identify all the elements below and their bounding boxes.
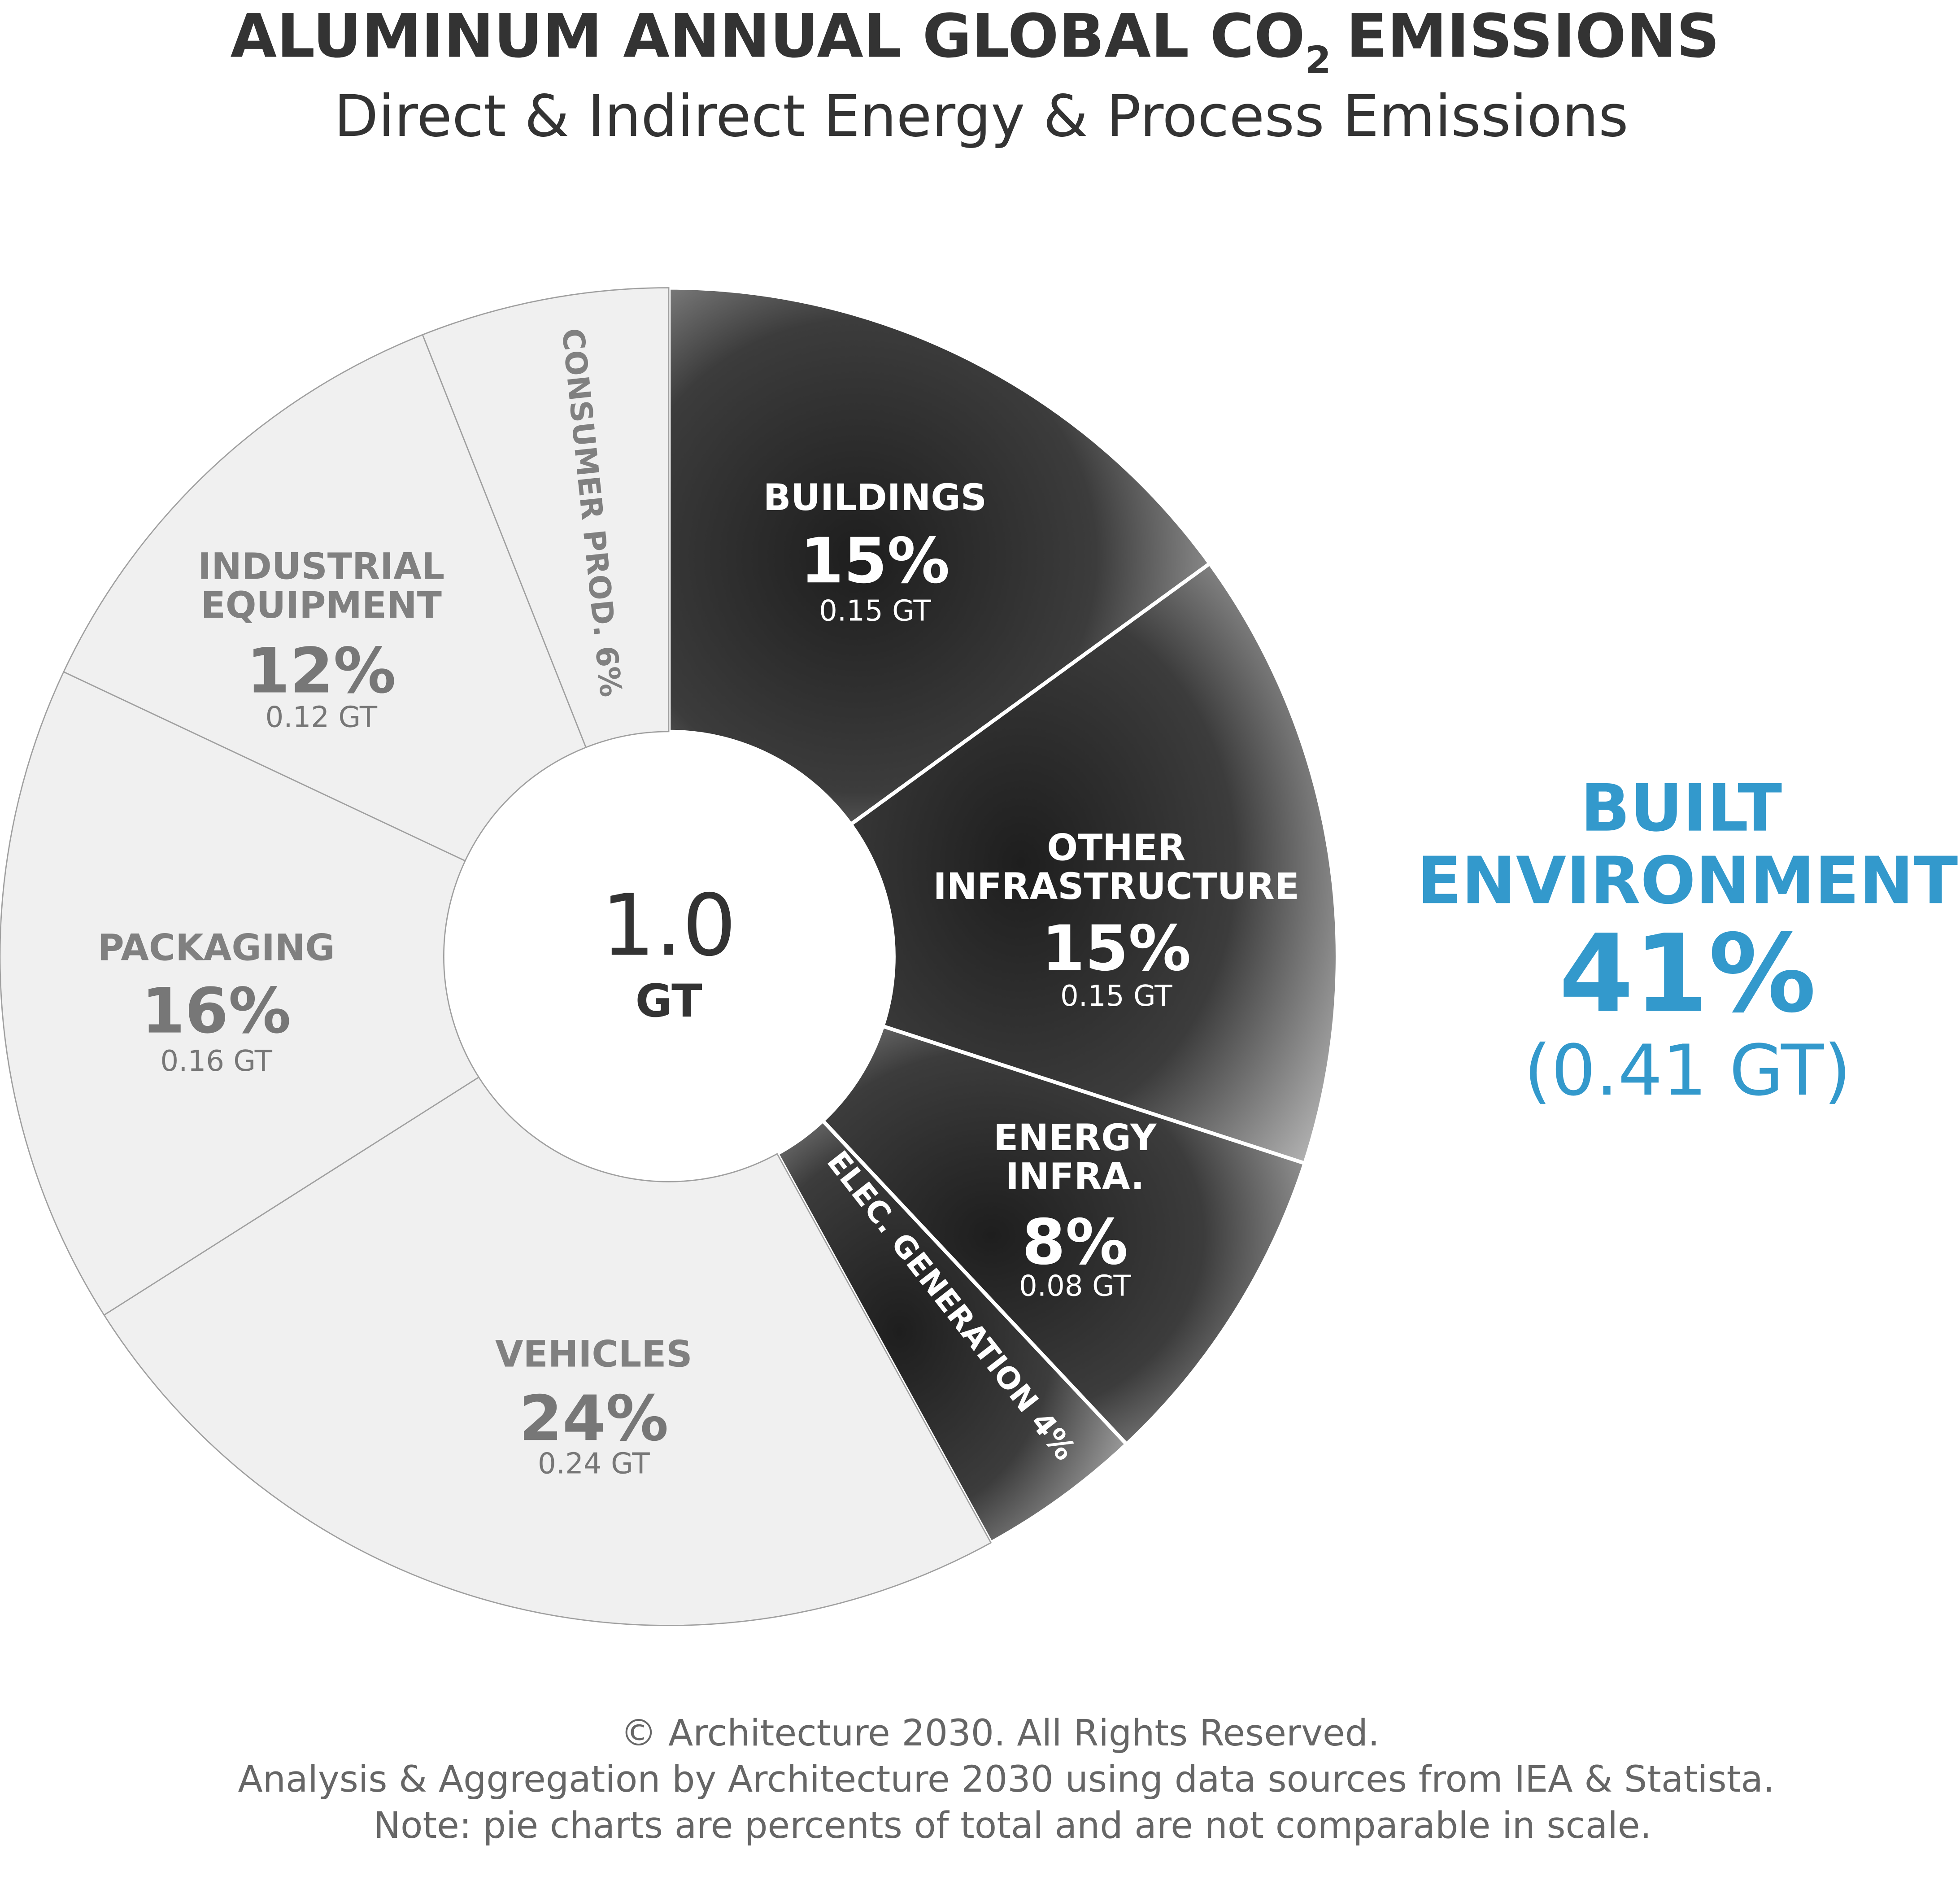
title-subscript: 2 [1305, 38, 1331, 82]
category-label: VEHICLES [495, 1333, 693, 1375]
donut-segment [775, 1118, 1129, 1545]
donut-segment [63, 334, 587, 862]
donut-segment [820, 1024, 1307, 1447]
chart-title: ALUMINUM ANNUAL GLOBAL CO2 EMISSIONS [231, 1, 1720, 82]
category-label: INFRASTRUCTURE [933, 866, 1299, 908]
value-label: 16% [141, 975, 291, 1047]
annotation-amount: (0.41 GT) [1524, 1030, 1851, 1111]
center-unit: GT [636, 975, 702, 1027]
donut-segment [666, 286, 1213, 827]
gt-label: 0.15 GT [819, 595, 931, 628]
category-label: ENERGY [993, 1117, 1157, 1159]
value-label: 15% [800, 524, 950, 597]
annotation: BUILT ENVIRONMENT 41% (0.41 GT) [1417, 771, 1958, 1112]
category-label: INDUSTRIAL [198, 546, 444, 588]
category-label: OTHER [1047, 827, 1185, 869]
value-label: 24% [519, 1382, 669, 1455]
center-label: 1.0 [601, 876, 736, 975]
title-end: EMISSIONS [1346, 1, 1720, 71]
donut-segment [422, 287, 670, 748]
category-label: EQUIPMENT [201, 585, 442, 627]
gt-label: 0.08 GT [1019, 1270, 1131, 1303]
donut-segment [848, 561, 1340, 1166]
donut-segment [103, 1076, 992, 1626]
footer-line: Note: pie charts are percents of total a… [374, 1805, 1652, 1847]
value-label: 6% [588, 644, 628, 698]
footer-line: © Architecture 2030. All Rights Reserved… [620, 1712, 1379, 1754]
value-label: 15% [1041, 912, 1191, 985]
annotation-line: BUILT [1581, 771, 1782, 846]
annotation-line: ENVIRONMENT [1417, 843, 1958, 919]
footer-line: Analysis & Aggregation by Architecture 2… [238, 1758, 1774, 1801]
category-label: INFRA. [1006, 1156, 1145, 1198]
category-label: BUILDINGS [763, 477, 987, 519]
gt-label: 0.16 GT [160, 1045, 272, 1078]
title-main: ALUMINUM ANNUAL GLOBAL CO [231, 1, 1305, 71]
annotation-percent: 41% [1559, 912, 1816, 1037]
gt-label: 0.24 GT [538, 1447, 650, 1480]
gt-label: 0.15 GT [1060, 980, 1172, 1013]
value-label: 8% [1022, 1206, 1128, 1278]
donut-segment [0, 671, 480, 1316]
gt-label: 0.12 GT [265, 701, 377, 734]
value-label: 12% [247, 635, 396, 707]
donut [0, 286, 1340, 1626]
chart-subtitle: Direct & Indirect Energy & Process Emiss… [334, 83, 1629, 150]
category-label: PACKAGING [98, 927, 335, 969]
